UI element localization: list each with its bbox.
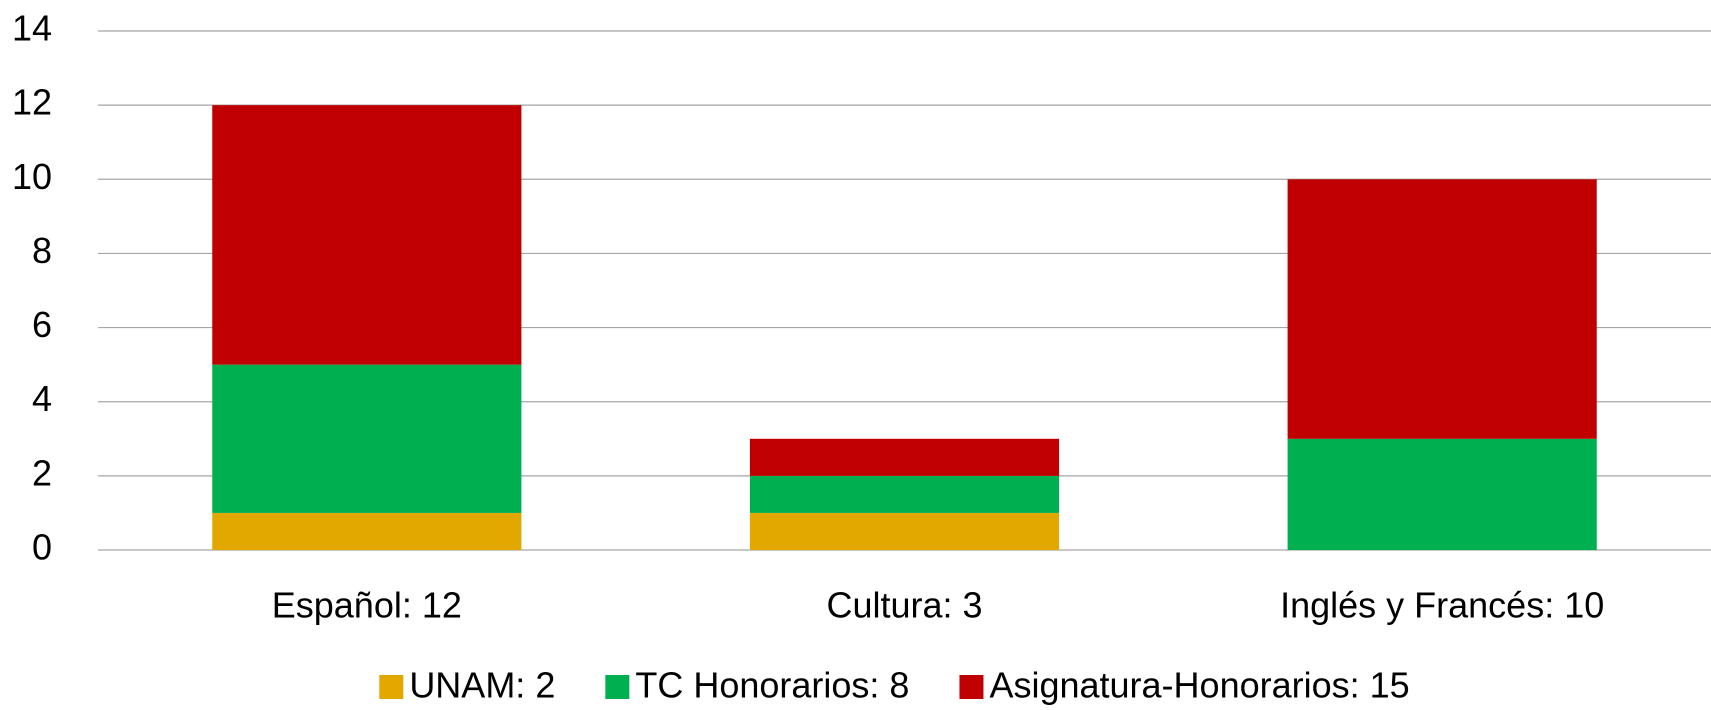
x-tick-label: Español: 12 [272,585,462,626]
legend-swatch [605,675,630,699]
legend-swatch [959,675,984,699]
bar-segment [749,475,1060,513]
y-tick-label: 2 [32,452,52,493]
y-tick-label: 6 [32,304,52,345]
y-tick-label: 14 [12,8,52,49]
legend-label: Asignatura-Honorarios: 15 [989,665,1409,706]
y-tick-label: 4 [32,378,52,419]
legend-label: TC Honorarios: 8 [635,665,909,706]
y-tick-label: 8 [32,230,52,271]
bar-segment [749,438,1060,476]
bar-segment [1287,179,1597,439]
x-tick-label: Cultura: 3 [826,585,982,626]
bar-segment [212,105,522,365]
bar-segment [749,512,1060,550]
y-tick-label: 10 [12,156,52,197]
legend-swatch [379,675,404,699]
x-tick-label: Inglés y Francés: 10 [1280,585,1604,626]
bar-segment [212,512,522,550]
bar-segment [212,364,522,513]
y-tick-label: 12 [12,82,52,123]
legend-label: UNAM: 2 [409,665,555,706]
y-tick-label: 0 [32,527,52,568]
bar-segment [1287,438,1597,550]
